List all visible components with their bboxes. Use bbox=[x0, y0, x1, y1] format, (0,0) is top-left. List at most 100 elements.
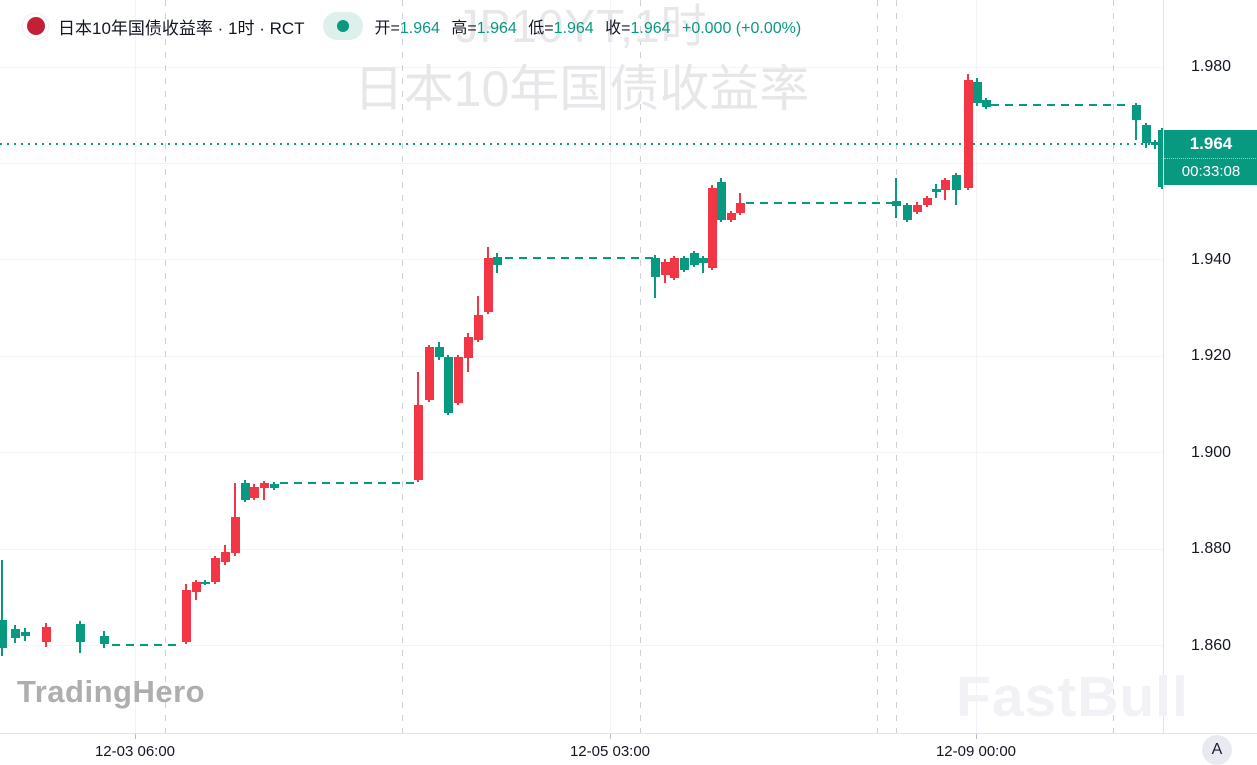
candle-body bbox=[912, 204, 922, 212]
session-break-line bbox=[896, 0, 897, 733]
candle-body bbox=[940, 179, 950, 190]
candle-wick bbox=[895, 177, 897, 218]
price-axis-label: 1.900 bbox=[1190, 443, 1232, 461]
price-axis-label: 1.980 bbox=[1190, 58, 1232, 76]
candle-body bbox=[99, 635, 109, 644]
candle-body bbox=[181, 589, 191, 643]
close-connector-line bbox=[991, 104, 1130, 107]
candle-body bbox=[1131, 105, 1141, 121]
symbol-header: 日本10年国债收益率 · 1时 · RCT 开=1.964 高=1.964 低=… bbox=[22, 11, 801, 41]
candle-wick bbox=[263, 480, 265, 500]
candle-body bbox=[698, 257, 708, 264]
candle-body bbox=[492, 257, 502, 265]
candle-body bbox=[660, 261, 670, 275]
candle-body bbox=[41, 627, 51, 643]
open-label: 开= bbox=[374, 20, 400, 37]
session-break-line bbox=[402, 0, 403, 733]
price-axis-label: 1.920 bbox=[1190, 347, 1232, 365]
current-price-line bbox=[0, 143, 1163, 146]
price-gridline bbox=[0, 548, 1163, 550]
price-axis-label: 1.880 bbox=[1190, 540, 1232, 558]
corner-a-button[interactable]: A bbox=[1202, 735, 1232, 765]
candle-body bbox=[269, 483, 279, 488]
change-value: +0.000 (+0.00%) bbox=[681, 20, 802, 37]
candle-body bbox=[200, 581, 210, 585]
high-label: 高= bbox=[451, 20, 477, 37]
candle-body bbox=[689, 252, 699, 265]
price-gridline bbox=[0, 162, 1163, 164]
candle-body bbox=[650, 257, 660, 277]
candle-body bbox=[707, 188, 717, 269]
price-axis-label: 1.860 bbox=[1190, 636, 1232, 654]
price-gridline bbox=[0, 259, 1163, 261]
fastbull-watermark: FastBull bbox=[956, 665, 1189, 729]
candle-body bbox=[424, 346, 434, 400]
time-axis[interactable]: 12-03 06:00 12-05 03:00 12-09 00:00 bbox=[0, 733, 1257, 765]
candle-body bbox=[891, 201, 901, 206]
candle-body bbox=[0, 620, 7, 649]
candle-body bbox=[230, 517, 240, 553]
candle-body bbox=[716, 181, 726, 220]
ohlc-readout: 开=1.964 高=1.964 低=1.964 收=1.964 +0.000 (… bbox=[375, 14, 802, 38]
close-value: 1.964 bbox=[630, 20, 671, 37]
bar-countdown: 00:33:08 bbox=[1164, 158, 1257, 185]
close-connector-line bbox=[112, 643, 182, 646]
time-tick-mark bbox=[976, 734, 977, 739]
candle-body bbox=[922, 197, 932, 205]
symbol-title[interactable]: 日本10年国债收益率 · 1时 · RCT bbox=[58, 18, 305, 38]
session-break-line bbox=[877, 0, 878, 733]
session-break-line bbox=[1113, 0, 1114, 733]
candle-body bbox=[1157, 130, 1163, 188]
candle-body bbox=[726, 213, 736, 220]
candle-body bbox=[679, 257, 689, 271]
time-tick-mark bbox=[135, 734, 136, 739]
close-label: 收= bbox=[605, 20, 631, 37]
price-gridline bbox=[0, 66, 1163, 68]
low-value: 1.964 bbox=[553, 20, 594, 37]
price-gridline bbox=[0, 452, 1163, 454]
close-connector-line bbox=[746, 202, 894, 205]
candle-body bbox=[413, 405, 423, 480]
candle-body bbox=[453, 356, 463, 403]
candle-body bbox=[443, 356, 453, 413]
japan-flag-disc bbox=[26, 17, 45, 35]
time-tick-mark bbox=[610, 734, 611, 739]
price-gridline bbox=[0, 645, 1163, 647]
chart-area[interactable]: JP10YT,1时 日本10年国债收益率 bbox=[0, 0, 1163, 733]
candle-body bbox=[931, 189, 941, 193]
open-value: 1.964 bbox=[399, 20, 440, 37]
candle-body bbox=[249, 486, 259, 498]
candle-body bbox=[434, 346, 444, 357]
close-connector-line bbox=[505, 256, 653, 259]
candle-body bbox=[240, 482, 250, 500]
market-status-pill[interactable] bbox=[322, 12, 363, 40]
candle-body bbox=[963, 80, 973, 189]
status-dot-icon bbox=[336, 20, 349, 32]
price-gridline bbox=[0, 355, 1163, 357]
session-break-line bbox=[640, 0, 641, 733]
candle-body bbox=[981, 100, 991, 108]
time-axis-label: 12-05 03:00 bbox=[569, 743, 651, 760]
time-axis-label: 12-03 06:00 bbox=[94, 743, 176, 760]
candle-body bbox=[669, 257, 679, 278]
candle-body bbox=[259, 482, 269, 488]
candle-wick bbox=[1, 559, 3, 657]
candle-body bbox=[483, 257, 493, 312]
watermark-symbol-name: 日本10年国债收益率 bbox=[353, 61, 810, 117]
candle-wick bbox=[702, 256, 704, 273]
time-axis-label: 12-09 00:00 bbox=[935, 743, 1017, 760]
price-axis-label: 1.940 bbox=[1190, 250, 1232, 268]
candle-body bbox=[75, 624, 85, 643]
tradinghero-watermark: TradingHero bbox=[17, 674, 206, 709]
candle-body bbox=[735, 203, 745, 214]
high-value: 1.964 bbox=[476, 20, 517, 37]
current-price-badge: 1.964 00:33:08 bbox=[1164, 130, 1257, 185]
time-gridline bbox=[610, 0, 611, 733]
time-gridline bbox=[135, 0, 136, 733]
close-connector-line bbox=[280, 481, 419, 484]
candle-body bbox=[902, 204, 912, 220]
candle-body bbox=[1150, 142, 1160, 146]
candle-body bbox=[463, 337, 473, 358]
